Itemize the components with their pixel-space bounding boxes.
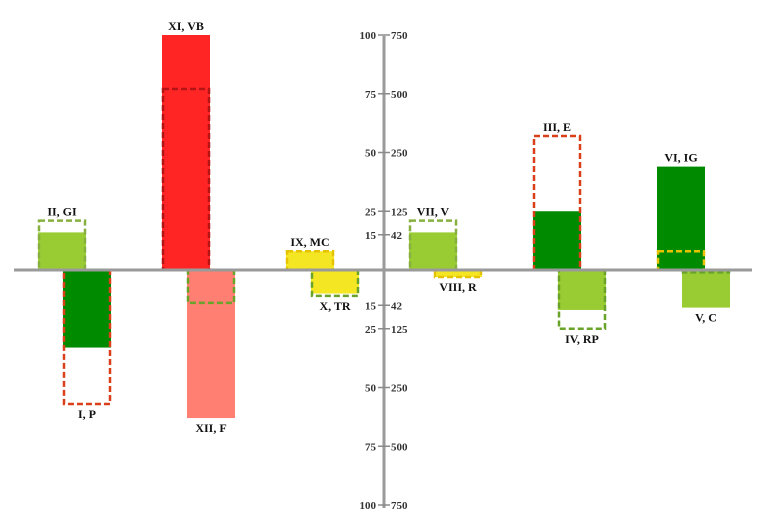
bar-label-xii-f: XII, F	[195, 421, 226, 435]
y-tick-label-left: 75	[365, 89, 377, 101]
bar-label-vii-v: VII, V	[417, 205, 450, 219]
y-tick-label-right: 500	[391, 89, 408, 101]
y-tick-label-left: 75	[365, 441, 377, 453]
bar-viii-r	[434, 270, 482, 278]
bar-label-vi-ig: VI, IG	[664, 151, 697, 165]
y-tick-label-right: 750	[391, 500, 408, 512]
bar-v-c	[682, 270, 730, 308]
bar-label-x-tr: X, TR	[319, 299, 350, 313]
bar-iv-rp	[558, 270, 606, 310]
bar-label-v-c: V, C	[695, 311, 717, 325]
bar-vii-v	[409, 232, 457, 270]
y-tick-label-left: 50	[365, 383, 377, 395]
bar-x-tr	[311, 270, 359, 294]
y-tick-label-right: 125	[391, 206, 408, 218]
labels-layer: II, GI I, P XI, VB XII, F IX, MC X, TR VII, V V…	[47, 19, 717, 435]
y-tick-label-right: 42	[391, 300, 403, 312]
y-tick-label-left: 100	[360, 30, 377, 42]
y-tick-label-left: 50	[365, 148, 377, 160]
bar-xi-vb	[162, 35, 210, 270]
bar-vi-ig	[657, 166, 705, 270]
bars-layer	[37, 35, 731, 419]
bar-label-viii-r: VIII, R	[439, 280, 477, 294]
y-tick-label-right: 42	[391, 230, 403, 242]
axis-layer	[14, 36, 752, 508]
y-tick-label-left: 25	[365, 206, 377, 218]
bar-label-i-p: I, P	[78, 407, 96, 421]
bar-iii-e	[533, 211, 581, 270]
y-tick-label-left: 100	[360, 500, 377, 512]
bar-label-ii-gi: II, GI	[47, 205, 77, 219]
bar-label-iv-rp: IV, RP	[565, 332, 599, 346]
ticks-layer: 100 750 75 500 50 250 25 125 15 42 15 42 25 125 50 250 7…	[360, 30, 409, 512]
bar-i-p	[63, 270, 111, 348]
y-tick-label-right: 750	[391, 30, 408, 42]
bar-label-iii-e: III, E	[543, 120, 571, 134]
bar-frame-ix-mc	[285, 249, 335, 272]
y-tick-label-right: 250	[391, 148, 408, 160]
bar-ix-mc	[286, 251, 334, 270]
bar-label-ix-mc: IX, MC	[290, 235, 329, 249]
bar-xii-f	[187, 270, 235, 419]
y-tick-label-left: 25	[365, 324, 377, 336]
bar-frame-xi-vb	[161, 87, 211, 272]
bar-label-xi-vb: XI, VB	[168, 19, 204, 33]
bar-ii-gi	[38, 232, 86, 270]
y-tick-label-right: 250	[391, 383, 408, 395]
y-tick-label-left: 15	[365, 300, 377, 312]
bar-frame-vi-ig	[656, 249, 706, 272]
y-tick-label-right: 500	[391, 441, 408, 453]
y-tick-label-left: 15	[365, 230, 377, 242]
y-tick-label-right: 125	[391, 324, 408, 336]
